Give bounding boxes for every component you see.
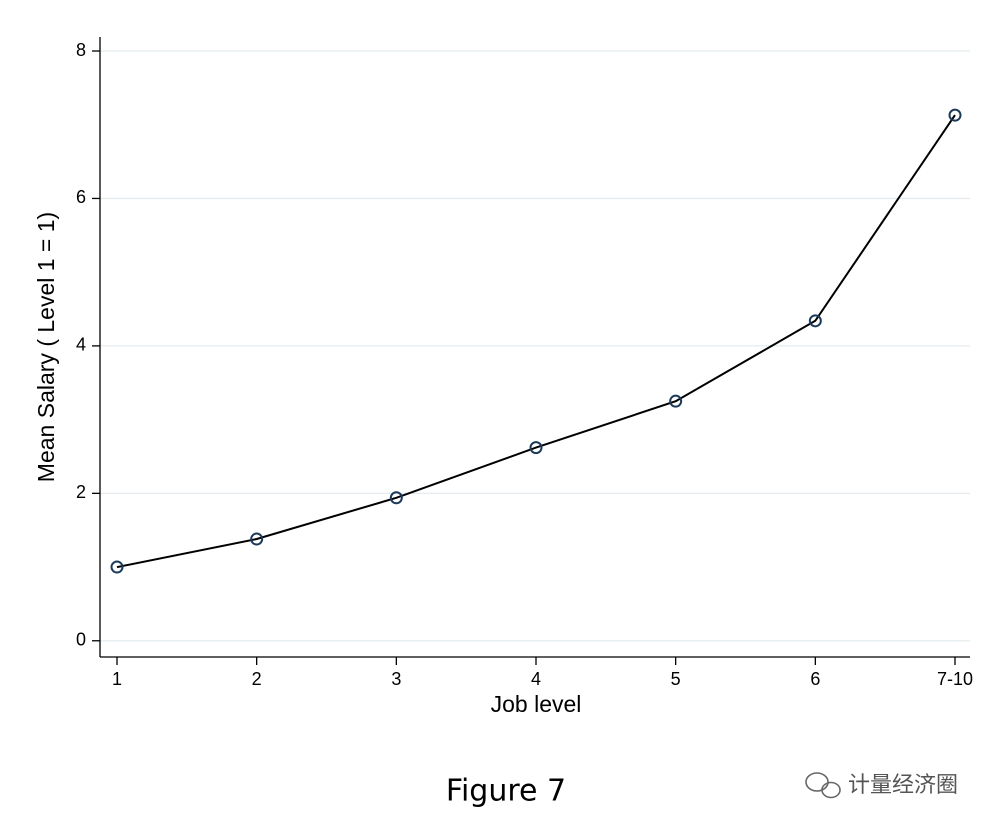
x-tick-label: 3 — [391, 669, 401, 689]
y-tick-label: 6 — [76, 187, 86, 207]
data-point — [808, 314, 822, 328]
data-point — [948, 108, 962, 122]
y-tick-label: 2 — [76, 482, 86, 502]
watermark: 计量经济圈 — [848, 772, 958, 797]
x-tick-label: 6 — [810, 669, 820, 689]
caption: Figure 7 — [446, 774, 566, 809]
watermark-icon — [805, 772, 841, 799]
y-tick-label: 4 — [76, 335, 86, 355]
x-tick-label: 4 — [531, 669, 541, 689]
x-tick-label: 5 — [671, 669, 681, 689]
data-point — [529, 441, 543, 455]
data-point — [250, 532, 264, 546]
y-tick-label: 8 — [76, 40, 86, 60]
x-tick-label: 2 — [252, 669, 262, 689]
series-line — [116, 114, 956, 569]
x-tick-label: 7-10 — [937, 669, 973, 689]
x-tick-label: 1 — [112, 669, 122, 689]
data-point — [389, 491, 403, 505]
x-axis-title: Job level — [491, 691, 582, 717]
data-point — [110, 560, 124, 574]
y-tick-label: 0 — [76, 630, 86, 650]
data-point — [669, 394, 683, 408]
y-axis-title: Mean Salary ( Level 1 = 1) — [33, 212, 59, 482]
